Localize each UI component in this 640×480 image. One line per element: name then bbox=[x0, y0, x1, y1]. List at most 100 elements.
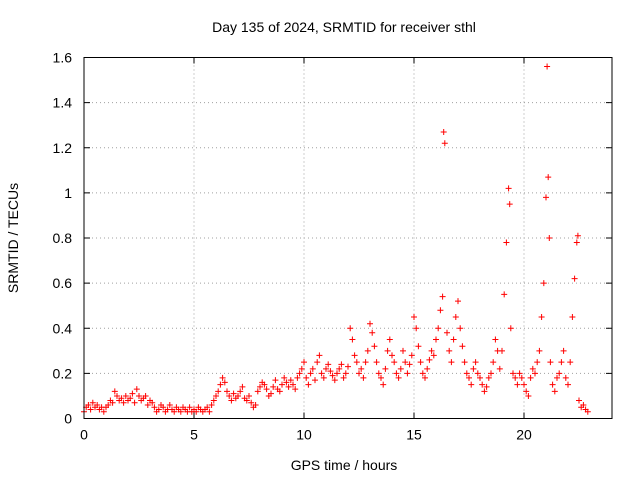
data-point bbox=[329, 372, 336, 379]
y-axis-label: SRMTID / TECUs bbox=[5, 183, 21, 293]
data-point bbox=[171, 408, 178, 415]
data-point bbox=[323, 365, 329, 372]
data-point bbox=[85, 401, 92, 408]
data-point bbox=[382, 365, 389, 372]
data-point bbox=[204, 404, 211, 411]
data-point bbox=[417, 359, 424, 366]
data-point bbox=[444, 329, 450, 336]
data-point bbox=[439, 293, 446, 300]
data-point bbox=[296, 370, 303, 377]
y-tick-label: 0.6 bbox=[53, 275, 73, 291]
data-point bbox=[492, 336, 499, 343]
data-point bbox=[580, 401, 587, 408]
data-point bbox=[351, 352, 358, 359]
data-point bbox=[362, 359, 369, 366]
data-point bbox=[206, 408, 213, 415]
data-point bbox=[529, 365, 536, 372]
data-point bbox=[94, 401, 101, 408]
data-point bbox=[506, 201, 513, 208]
data-point bbox=[360, 374, 367, 381]
data-point bbox=[118, 395, 125, 402]
data-point bbox=[230, 390, 237, 397]
data-point bbox=[166, 401, 173, 408]
data-point bbox=[393, 370, 400, 377]
data-point bbox=[215, 388, 222, 395]
data-point bbox=[543, 194, 549, 201]
y-tick-label: 0.8 bbox=[53, 230, 73, 246]
data-point bbox=[391, 359, 398, 366]
data-point bbox=[155, 406, 162, 413]
data-point bbox=[400, 347, 406, 354]
data-point bbox=[268, 390, 274, 397]
data-point bbox=[512, 374, 519, 381]
data-point bbox=[450, 336, 457, 343]
data-point bbox=[279, 381, 285, 388]
data-point bbox=[574, 232, 581, 239]
data-point bbox=[490, 359, 497, 366]
data-point bbox=[415, 343, 422, 350]
data-point bbox=[481, 388, 488, 395]
data-point bbox=[160, 404, 167, 411]
data-point bbox=[499, 347, 505, 354]
x-tick-label: 0 bbox=[80, 427, 88, 443]
x-tick-label: 15 bbox=[406, 427, 422, 443]
data-point bbox=[210, 397, 217, 404]
data-point bbox=[285, 383, 292, 390]
data-point bbox=[422, 374, 428, 381]
data-point bbox=[496, 365, 503, 372]
data-point bbox=[544, 63, 551, 70]
data-point bbox=[477, 374, 483, 381]
data-point bbox=[470, 365, 477, 372]
data-point bbox=[386, 336, 393, 343]
chart-title: Day 135 of 2024, SRMTID for receiver sth… bbox=[212, 19, 476, 35]
data-point bbox=[320, 374, 327, 381]
data-point bbox=[540, 280, 547, 287]
data-point bbox=[521, 381, 527, 388]
data-point bbox=[525, 392, 532, 399]
data-point bbox=[109, 399, 116, 406]
data-point bbox=[430, 352, 437, 359]
y-tick-label: 1.4 bbox=[53, 95, 73, 111]
data-point bbox=[510, 370, 516, 377]
data-point bbox=[584, 408, 591, 415]
data-point bbox=[408, 352, 415, 359]
data-point bbox=[569, 313, 576, 320]
data-point bbox=[576, 397, 582, 404]
data-point bbox=[248, 399, 255, 406]
data-point bbox=[257, 383, 263, 390]
data-point bbox=[459, 343, 466, 350]
data-point bbox=[485, 374, 492, 381]
data-point bbox=[349, 336, 356, 343]
data-point bbox=[290, 381, 296, 388]
data-point bbox=[120, 399, 127, 406]
data-point bbox=[347, 325, 354, 332]
data-point bbox=[395, 374, 402, 381]
data-point bbox=[105, 401, 112, 408]
data-point bbox=[89, 399, 96, 406]
data-point bbox=[340, 374, 347, 381]
data-point bbox=[208, 401, 215, 408]
data-point bbox=[305, 381, 312, 388]
data-point bbox=[474, 370, 481, 377]
data-point bbox=[272, 377, 279, 384]
data-point bbox=[437, 307, 444, 314]
data-point bbox=[358, 365, 365, 372]
data-point bbox=[479, 381, 486, 388]
data-point bbox=[534, 359, 541, 366]
data-point bbox=[457, 325, 464, 332]
data-point bbox=[144, 401, 151, 408]
data-point bbox=[133, 386, 140, 393]
data-point bbox=[463, 370, 470, 377]
data-point bbox=[309, 365, 316, 372]
data-point bbox=[318, 370, 325, 377]
data-point bbox=[312, 377, 318, 384]
data-point bbox=[428, 347, 435, 354]
x-tick-label: 10 bbox=[296, 427, 312, 443]
data-point bbox=[505, 185, 512, 192]
x-axis-label: GPS time / hours bbox=[291, 457, 398, 473]
x-tick-label: 5 bbox=[190, 427, 198, 443]
data-point bbox=[292, 386, 299, 393]
data-points bbox=[81, 63, 591, 415]
data-point bbox=[402, 359, 409, 366]
data-point bbox=[281, 374, 288, 381]
